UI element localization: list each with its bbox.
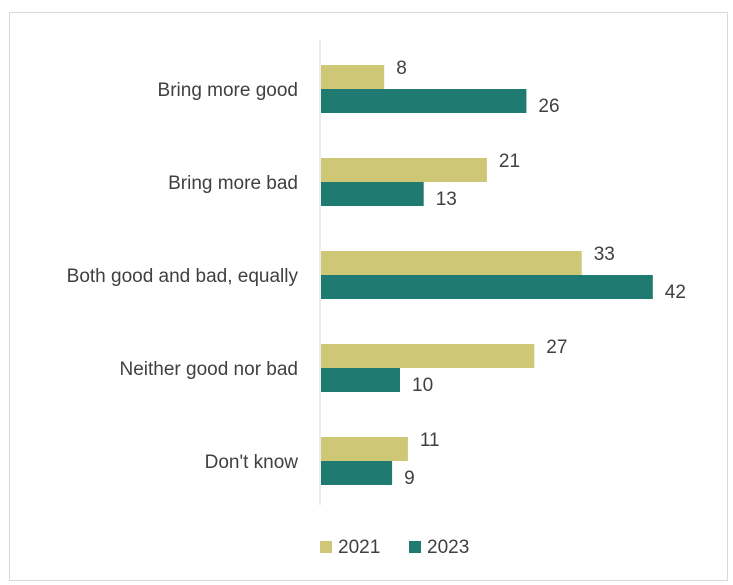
data-label: 9	[404, 468, 415, 489]
category-label: Bring more good	[158, 80, 298, 101]
legend-label: 2023	[427, 537, 469, 558]
data-label: 21	[499, 151, 520, 172]
bar-2021-3	[321, 344, 535, 368]
data-label: 8	[396, 58, 407, 79]
bar-2023-0	[321, 89, 527, 113]
data-label: 13	[436, 189, 457, 210]
bar-2021-0	[321, 65, 385, 89]
legend-swatch-2023	[409, 541, 421, 553]
category-label: Don't know	[205, 452, 299, 473]
data-label: 10	[412, 375, 433, 396]
data-label: 42	[665, 282, 686, 303]
category-label: Bring more bad	[168, 173, 298, 194]
bar-2023-2	[321, 275, 653, 299]
bar-2023-1	[321, 182, 424, 206]
bar-2021-4	[321, 437, 408, 461]
category-label: Both good and bad, equally	[67, 266, 299, 287]
legend-swatch-2021	[320, 541, 332, 553]
bar-2021-1	[321, 158, 487, 182]
data-label: 26	[538, 96, 559, 117]
data-label: 11	[420, 430, 440, 451]
legend-label: 2021	[338, 537, 380, 558]
bar-2023-4	[321, 461, 393, 485]
category-label: Neither good nor bad	[119, 359, 298, 380]
bar-2023-3	[321, 368, 400, 392]
data-label: 27	[546, 337, 567, 358]
bar-2021-2	[321, 251, 582, 275]
data-label: 33	[594, 244, 615, 265]
